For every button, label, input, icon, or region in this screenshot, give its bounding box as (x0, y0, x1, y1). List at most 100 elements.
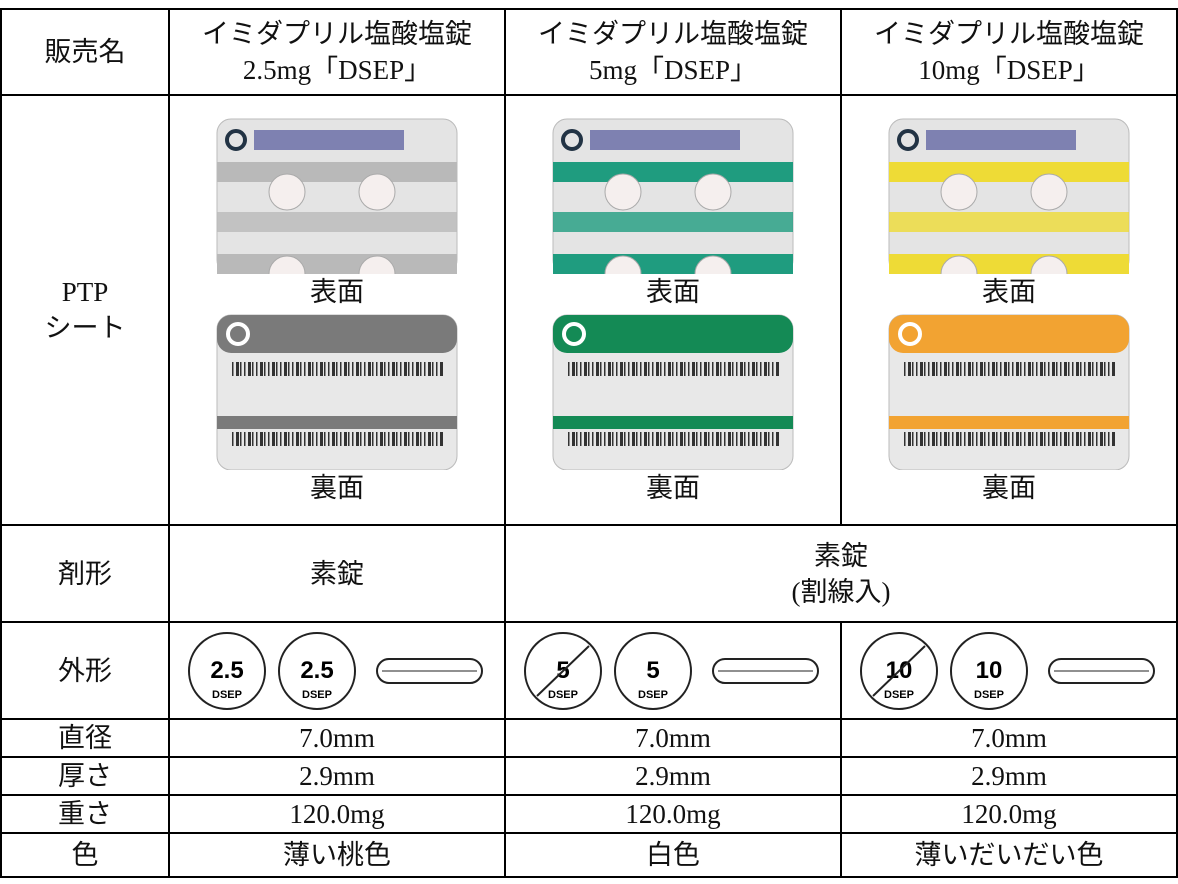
barcode (440, 432, 443, 446)
barcode (752, 432, 755, 446)
barcode (304, 362, 306, 376)
imprint-number: 5 (646, 657, 659, 684)
spec-value: 120.0mg (168, 794, 506, 834)
spec-value: 2.9mm (168, 756, 506, 796)
barcode (916, 432, 918, 446)
barcode (768, 432, 770, 446)
barcode (988, 432, 990, 446)
barcode (412, 432, 414, 446)
barcode (584, 362, 587, 376)
barcode (412, 362, 414, 376)
barcode (416, 362, 419, 376)
barcode (1036, 432, 1038, 446)
barcode (688, 362, 690, 376)
barcode (740, 432, 743, 446)
barcode (1080, 362, 1082, 376)
barcode (1068, 432, 1070, 446)
spec-label: 重さ (0, 794, 170, 834)
barcode (1040, 432, 1043, 446)
barcode (972, 432, 974, 446)
spec-value: 白色 (504, 832, 842, 878)
cell-text: (割線入) (791, 576, 891, 607)
barcode (292, 362, 294, 376)
barcode (928, 432, 930, 446)
barcode (588, 432, 590, 446)
barcode (272, 362, 275, 376)
imprint-code: DSEP (638, 689, 668, 701)
barcode (956, 432, 959, 446)
tablet (1030, 173, 1068, 211)
barcode (252, 362, 254, 376)
spec-label: 直径 (0, 718, 170, 758)
barcode (752, 362, 755, 376)
barcode (428, 362, 431, 376)
barcode (1112, 432, 1115, 446)
blister-back (552, 314, 794, 470)
tablet (358, 173, 396, 211)
barcode (996, 362, 998, 376)
imprint-number: 2.5 (300, 657, 333, 684)
barcode (1048, 362, 1050, 376)
tablet (604, 255, 642, 274)
barcode (240, 362, 242, 376)
imprint-code: DSEP (884, 689, 914, 701)
barcode (384, 432, 386, 446)
barcode (968, 432, 971, 446)
barcode (984, 432, 986, 446)
barcode (588, 362, 590, 376)
barcode (676, 362, 678, 376)
spec-value: 7.0mm (840, 718, 1178, 758)
barcode (756, 432, 758, 446)
barcode (692, 432, 695, 446)
barcode (276, 432, 278, 446)
barcode (904, 362, 906, 376)
barcode (1100, 362, 1103, 376)
barcode (1012, 432, 1014, 446)
barcode (1040, 362, 1043, 376)
barcode (576, 432, 578, 446)
blister-back (888, 314, 1130, 470)
band (889, 254, 1129, 274)
caption: 表面 (310, 277, 364, 307)
barcode (988, 362, 990, 376)
barcode (640, 432, 642, 446)
barcode (280, 432, 282, 446)
band (217, 254, 457, 274)
barcode (960, 432, 962, 446)
tablet (940, 255, 978, 274)
barcode (376, 362, 378, 376)
barcode (364, 362, 366, 376)
barcode (344, 362, 347, 376)
barcode (324, 362, 326, 376)
barcode (300, 432, 302, 446)
barcode (1096, 362, 1098, 376)
tablet-drawing: 10DSEP10DSEP (860, 631, 1155, 710)
product-name: イミダプリル塩酸塩錠 10mg「DSEP」 (840, 8, 1178, 96)
barcode (648, 432, 650, 446)
blister-bg (216, 118, 458, 274)
barcode (428, 432, 431, 446)
barcode (372, 432, 374, 446)
logo (226, 322, 250, 346)
barcode (312, 362, 314, 376)
barcode (940, 432, 942, 446)
barcode (364, 432, 366, 446)
barcode (356, 362, 359, 376)
barcode (1024, 432, 1026, 446)
cell-text: イミダプリル塩酸塩錠 (202, 19, 472, 49)
barcode (232, 362, 234, 376)
product-table: 販売名 イミダプリル塩酸塩錠 2.5mg「DSEP」 イミダプリル塩酸塩錠 5mg「DS… (0, 8, 1178, 878)
barcode (772, 432, 774, 446)
spec-value: 薄い桃色 (168, 832, 506, 878)
band (217, 162, 457, 182)
barcode (1076, 362, 1079, 376)
tablet (694, 255, 732, 274)
logo-bar (590, 130, 740, 150)
barcode (424, 432, 426, 446)
barcode (932, 362, 935, 376)
imprint-code: DSEP (548, 689, 578, 701)
logo (225, 129, 247, 151)
barcode (668, 432, 671, 446)
